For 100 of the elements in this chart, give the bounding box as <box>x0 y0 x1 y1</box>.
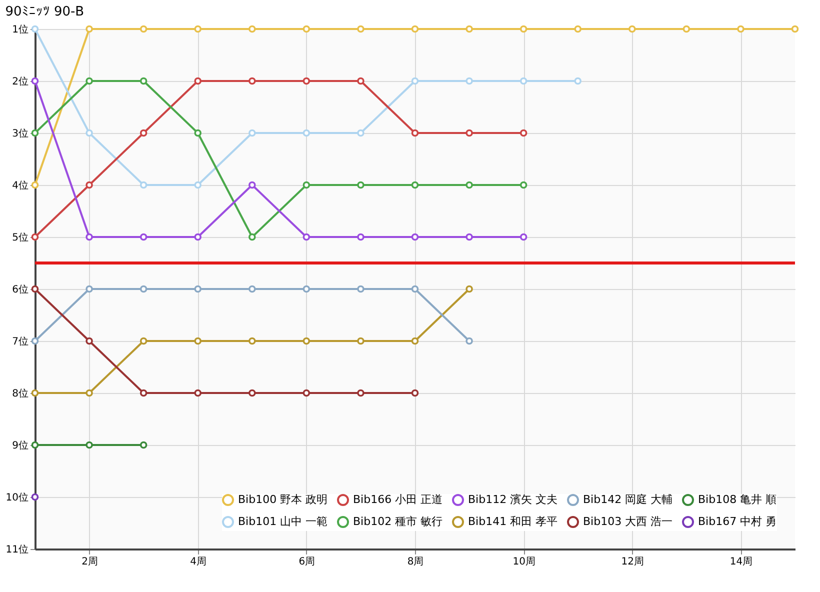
point <box>466 25 473 33</box>
point <box>682 25 690 33</box>
point <box>520 181 528 189</box>
point <box>31 129 39 137</box>
point <box>140 337 148 345</box>
point <box>194 181 202 189</box>
chart-title: 90ﾐﾆｯﾂ 90-B <box>5 4 84 20</box>
point <box>31 337 39 345</box>
x-tick-label: 4周 <box>190 556 207 568</box>
legend-label: Bib108 亀井 順 <box>698 493 777 506</box>
legend-label: Bib167 中村 勇 <box>698 515 777 528</box>
y-tick-label: 7位 <box>12 336 28 348</box>
point <box>302 233 310 241</box>
point <box>411 77 419 85</box>
point <box>302 25 310 33</box>
point <box>520 233 528 241</box>
point <box>357 285 364 293</box>
point <box>86 25 93 33</box>
point <box>248 181 256 189</box>
point <box>194 389 202 397</box>
point <box>86 389 93 397</box>
point <box>357 25 364 33</box>
point <box>140 77 148 85</box>
point <box>411 25 419 33</box>
point <box>140 441 148 449</box>
point <box>520 129 528 137</box>
y-tick-label: 9位 <box>12 440 28 452</box>
point <box>31 77 39 85</box>
point <box>302 337 310 345</box>
point <box>302 389 310 397</box>
point <box>31 441 39 449</box>
point <box>194 77 202 85</box>
legend-label: Bib100 野本 政明 <box>238 493 328 506</box>
point <box>248 389 256 397</box>
point <box>194 337 202 345</box>
legend-label: Bib141 和田 孝平 <box>468 515 558 528</box>
point <box>248 233 256 241</box>
point <box>737 25 744 33</box>
legend-label: Bib142 岡庭 大輔 <box>583 493 673 506</box>
point <box>31 233 39 241</box>
point <box>86 285 93 293</box>
point <box>466 129 473 137</box>
point <box>31 285 39 293</box>
point <box>520 25 528 33</box>
point <box>31 181 39 189</box>
point <box>411 285 419 293</box>
y-tick-label: 3位 <box>12 128 28 140</box>
point <box>466 337 473 345</box>
legend-label: Bib166 小田 正道 <box>353 493 443 506</box>
y-tick-label: 8位 <box>12 388 28 400</box>
point <box>357 77 364 85</box>
point <box>791 25 799 33</box>
point <box>628 25 636 33</box>
point <box>248 129 256 137</box>
point <box>411 233 419 241</box>
point <box>248 25 256 33</box>
point <box>302 181 310 189</box>
point <box>194 233 202 241</box>
point <box>357 181 364 189</box>
point <box>574 25 582 33</box>
point <box>357 129 364 137</box>
y-tick-label: 5位 <box>12 232 28 244</box>
point <box>194 25 202 33</box>
y-tick-label: 4位 <box>12 180 28 192</box>
point <box>140 285 148 293</box>
y-tick-label: 2位 <box>12 76 28 88</box>
point <box>302 77 310 85</box>
y-tick-label: 6位 <box>12 284 28 296</box>
point <box>86 181 93 189</box>
point <box>86 77 93 85</box>
point <box>194 285 202 293</box>
point <box>140 389 148 397</box>
point <box>466 181 473 189</box>
point <box>466 77 473 85</box>
point <box>248 337 256 345</box>
y-tick-label: 10位 <box>6 492 28 504</box>
point <box>302 129 310 137</box>
point <box>411 181 419 189</box>
point <box>31 389 39 397</box>
point <box>466 285 473 293</box>
point <box>248 77 256 85</box>
point <box>357 389 364 397</box>
point <box>574 77 582 85</box>
point <box>86 441 93 449</box>
legend-label: Bib112 濱矢 文夫 <box>468 493 558 506</box>
y-tick-label: 11位 <box>6 544 28 556</box>
point <box>140 233 148 241</box>
point <box>466 233 473 241</box>
y-tick-label: 1位 <box>12 24 28 36</box>
x-tick-label: 2周 <box>82 556 98 568</box>
point <box>411 129 419 137</box>
x-tick-label: 12周 <box>621 556 644 568</box>
x-tick-label: 8周 <box>407 556 424 568</box>
legend-label: Bib102 種市 敏行 <box>353 515 443 528</box>
point <box>302 285 310 293</box>
point <box>31 493 39 501</box>
legend-label: Bib103 大西 浩一 <box>583 515 673 528</box>
point <box>140 129 148 137</box>
point <box>140 181 148 189</box>
point <box>357 233 364 241</box>
